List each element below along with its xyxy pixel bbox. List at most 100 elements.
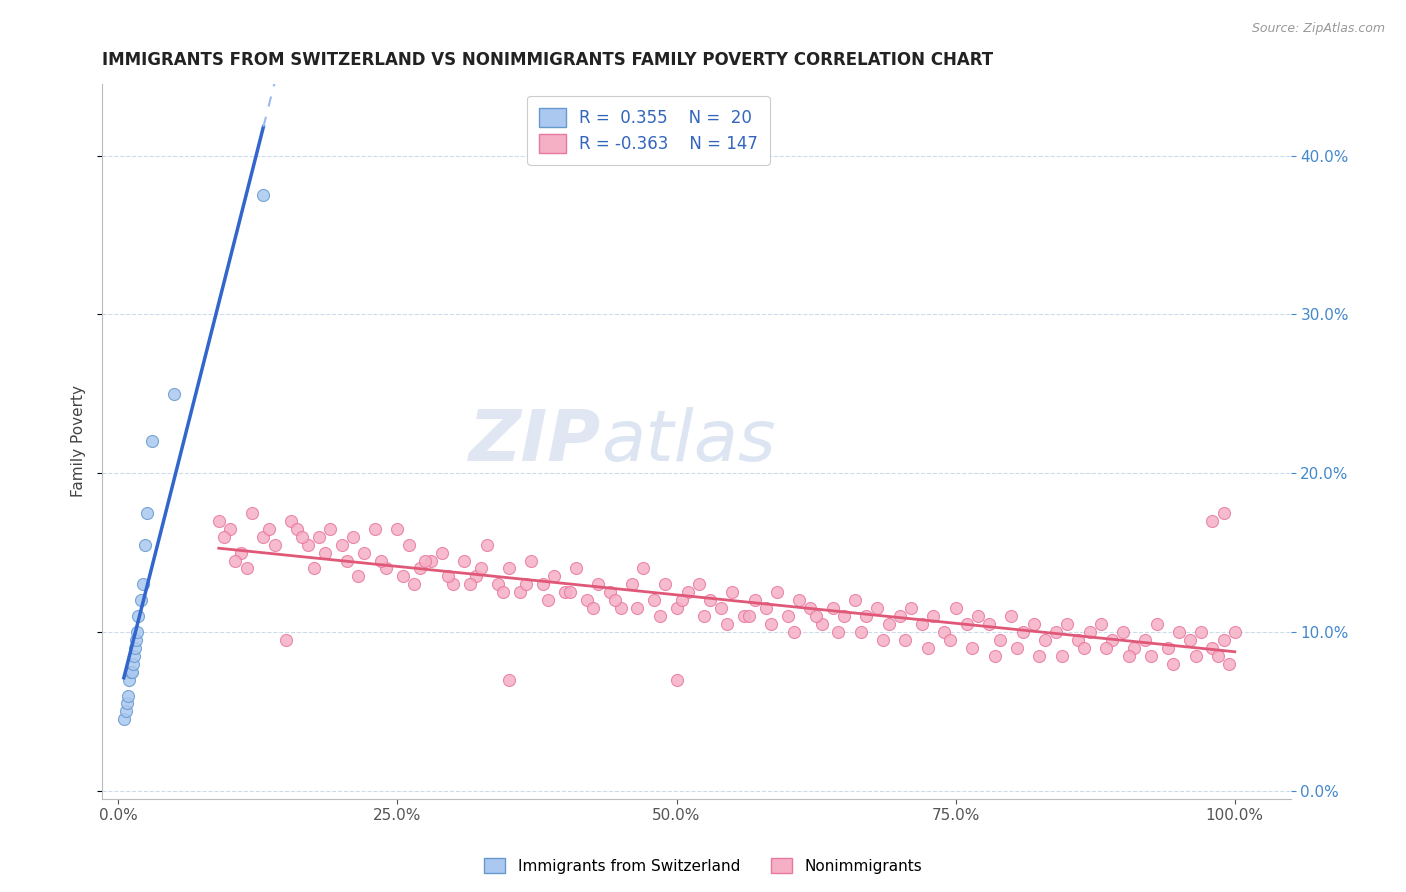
Point xyxy=(1033,632,1056,647)
Point xyxy=(132,577,155,591)
Point xyxy=(565,561,588,575)
Point xyxy=(409,561,432,575)
Point xyxy=(1101,632,1123,647)
Point xyxy=(738,609,761,624)
Point xyxy=(710,601,733,615)
Point xyxy=(934,625,956,640)
Point xyxy=(240,506,263,520)
Legend: R =  0.355    N =  20, R = -0.363    N = 147: R = 0.355 N = 20, R = -0.363 N = 147 xyxy=(527,96,769,164)
Point xyxy=(122,648,145,663)
Point xyxy=(688,577,710,591)
Point xyxy=(285,522,308,536)
Point xyxy=(821,601,844,615)
Point xyxy=(789,593,811,607)
Point xyxy=(314,546,336,560)
Point xyxy=(1112,625,1135,640)
Point xyxy=(353,546,375,560)
Point xyxy=(917,640,939,655)
Text: Source: ZipAtlas.com: Source: ZipAtlas.com xyxy=(1251,22,1385,36)
Point xyxy=(648,609,671,624)
Point xyxy=(252,530,274,544)
Point xyxy=(988,632,1011,647)
Point xyxy=(515,577,537,591)
Point xyxy=(364,522,387,536)
Point xyxy=(1189,625,1212,640)
Point xyxy=(370,553,392,567)
Point xyxy=(1123,640,1146,655)
Point xyxy=(1067,632,1090,647)
Point xyxy=(319,522,342,536)
Point xyxy=(121,657,143,671)
Point xyxy=(654,577,676,591)
Point xyxy=(498,561,520,575)
Point xyxy=(866,601,889,615)
Point xyxy=(430,546,453,560)
Point xyxy=(733,609,755,624)
Point xyxy=(1028,648,1050,663)
Point xyxy=(560,585,582,599)
Point xyxy=(1073,640,1095,655)
Point xyxy=(983,648,1005,663)
Point xyxy=(1011,625,1033,640)
Point xyxy=(486,577,509,591)
Point xyxy=(582,601,605,615)
Point xyxy=(127,625,149,640)
Point xyxy=(1218,657,1240,671)
Point xyxy=(1206,648,1229,663)
Point xyxy=(626,601,648,615)
Point xyxy=(118,673,141,687)
Point xyxy=(1050,648,1073,663)
Point xyxy=(945,601,967,615)
Point xyxy=(235,561,257,575)
Point xyxy=(375,561,398,575)
Point xyxy=(844,593,866,607)
Point xyxy=(554,585,576,599)
Point xyxy=(115,705,138,719)
Point xyxy=(922,609,945,624)
Point xyxy=(1095,640,1118,655)
Point xyxy=(766,585,789,599)
Point xyxy=(520,553,543,567)
Text: IMMIGRANTS FROM SWITZERLAND VS NONIMMIGRANTS FAMILY POVERTY CORRELATION CHART: IMMIGRANTS FROM SWITZERLAND VS NONIMMIGR… xyxy=(101,51,993,69)
Point xyxy=(531,577,554,591)
Point xyxy=(263,538,285,552)
Point xyxy=(458,577,481,591)
Point xyxy=(280,514,302,528)
Point xyxy=(1090,617,1112,632)
Point xyxy=(979,617,1001,632)
Point xyxy=(297,538,319,552)
Point xyxy=(475,538,498,552)
Point xyxy=(827,625,849,640)
Point xyxy=(810,617,832,632)
Point xyxy=(900,601,922,615)
Point xyxy=(1118,648,1140,663)
Text: atlas: atlas xyxy=(600,407,776,476)
Point xyxy=(224,553,246,567)
Point xyxy=(643,593,665,607)
Point xyxy=(1163,657,1185,671)
Point xyxy=(832,609,855,624)
Point xyxy=(127,609,149,624)
Point xyxy=(956,617,979,632)
Point xyxy=(347,569,370,583)
Point xyxy=(1201,640,1223,655)
Point xyxy=(291,530,314,544)
Point xyxy=(117,689,139,703)
Point xyxy=(1178,632,1201,647)
Point xyxy=(783,625,806,640)
Point xyxy=(1056,617,1078,632)
Point xyxy=(939,632,962,647)
Point xyxy=(671,593,693,607)
Point xyxy=(755,601,778,615)
Point xyxy=(1157,640,1180,655)
Point xyxy=(257,522,280,536)
Point xyxy=(911,617,934,632)
Point xyxy=(676,585,699,599)
Point xyxy=(620,577,643,591)
Point xyxy=(125,632,148,647)
Point xyxy=(342,530,364,544)
Point xyxy=(799,601,821,615)
Point xyxy=(252,188,274,202)
Text: ZIP: ZIP xyxy=(468,407,600,476)
Point xyxy=(419,553,441,567)
